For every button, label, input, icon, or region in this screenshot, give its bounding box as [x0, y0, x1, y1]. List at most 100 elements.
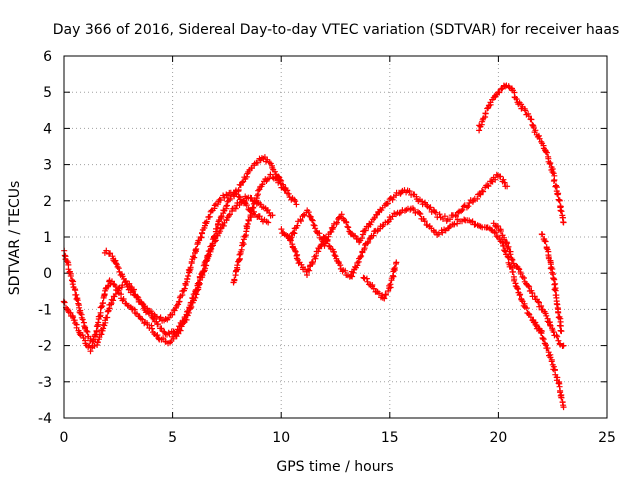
data-point-marker [67, 309, 80, 328]
y-tick-label: -4 [38, 411, 52, 427]
data-point-marker [382, 213, 396, 226]
data-point-marker [93, 309, 104, 335]
data-point-marker [408, 205, 423, 216]
data-point-marker [560, 342, 567, 349]
data-point-marker [523, 281, 536, 296]
data-point-marker [347, 231, 361, 242]
x-tick-label: 20 [489, 430, 507, 446]
data-point-marker [536, 327, 548, 347]
data-point-marker [461, 216, 474, 226]
y-tick-label: -3 [38, 375, 52, 391]
data-point-marker [417, 196, 431, 210]
data-point-marker [132, 310, 144, 322]
data-point-marker [452, 206, 466, 220]
data-point-marker [217, 214, 231, 232]
data-point-marker [182, 295, 196, 320]
data-point-marker [487, 171, 500, 185]
series-trace-4 [230, 171, 289, 286]
data-point-marker [477, 182, 492, 198]
data-point-marker [504, 183, 511, 190]
data-point-marker [386, 260, 399, 291]
data-point-marker [220, 191, 231, 201]
data-point-marker [556, 340, 566, 349]
chart-title: Day 366 of 2016, Sidereal Day-to-day VTE… [53, 22, 620, 38]
data-point-marker [186, 247, 199, 274]
data-point-marker [206, 202, 218, 220]
data-point-marker [106, 277, 118, 288]
data-point-marker [356, 240, 371, 262]
data-point-marker [426, 204, 439, 216]
data-point-marker [490, 220, 502, 234]
data-point-marker [543, 342, 555, 365]
data-point-marker [193, 229, 205, 252]
y-tick-label: 4 [43, 121, 52, 137]
data-point-marker [200, 245, 215, 275]
data-point-marker [408, 191, 422, 205]
data-point-marker [426, 223, 439, 236]
data-point-marker [134, 293, 147, 308]
data-point-marker [167, 304, 179, 318]
data-point-marker [486, 225, 500, 240]
data-point-marker [549, 361, 563, 387]
data-point-marker [80, 335, 93, 350]
series-trace-1 [61, 154, 300, 347]
data-point-marker [530, 317, 542, 332]
data-point-marker [97, 291, 108, 311]
data-point-marker [304, 253, 319, 278]
y-tick-label: 6 [43, 49, 52, 65]
data-point-marker [235, 178, 247, 195]
data-point-marker [383, 195, 396, 207]
data-point-marker [282, 186, 289, 193]
data-point-marker [241, 166, 253, 182]
data-point-marker [238, 199, 250, 209]
series-trace-11 [538, 231, 565, 335]
data-point-marker [374, 221, 387, 235]
x-tick-label: 0 [60, 430, 69, 446]
data-point-marker [494, 234, 510, 258]
data-point-marker [87, 342, 98, 355]
data-point-marker [417, 211, 431, 229]
data-point-marker [165, 332, 179, 347]
data-point-marker [236, 228, 250, 258]
data-point-marker [156, 335, 169, 345]
data-point-marker [489, 91, 500, 103]
data-point-marker [267, 160, 280, 178]
data-point-marker [476, 114, 489, 134]
data-point-marker [101, 247, 114, 257]
data-point-marker [269, 212, 276, 219]
data-series [60, 82, 567, 411]
data-point-marker [553, 188, 567, 226]
data-point-marker [148, 312, 161, 328]
data-point-marker [217, 198, 231, 222]
data-point-marker [72, 287, 84, 317]
data-point-marker [65, 261, 78, 293]
data-point-marker [148, 308, 159, 320]
data-point-marker [230, 255, 243, 286]
data-point-marker [477, 223, 491, 231]
x-tick-label: 5 [168, 430, 177, 446]
data-point-marker [393, 259, 400, 266]
data-point-marker [360, 274, 373, 288]
data-point-marker [529, 293, 542, 306]
data-point-marker [148, 322, 162, 342]
data-point-marker [208, 228, 224, 252]
x-tick-label: 10 [272, 430, 290, 446]
data-point-marker [115, 265, 127, 282]
data-point-marker [482, 99, 494, 117]
data-point-marker [330, 248, 344, 272]
data-point-marker [250, 187, 262, 211]
series-trace-6 [286, 205, 545, 335]
data-point-marker [190, 269, 206, 298]
series-trace-7 [360, 259, 400, 302]
data-point-marker [545, 248, 559, 288]
data-point-marker [556, 380, 567, 409]
data-point-marker [251, 211, 263, 220]
data-point-marker [313, 234, 327, 259]
data-point-marker [73, 324, 86, 339]
y-axis-label: SDTVAR / TECUs [7, 181, 23, 296]
y-tick-label: 2 [43, 194, 52, 210]
data-point-marker [549, 327, 562, 344]
data-point-marker [517, 269, 530, 287]
